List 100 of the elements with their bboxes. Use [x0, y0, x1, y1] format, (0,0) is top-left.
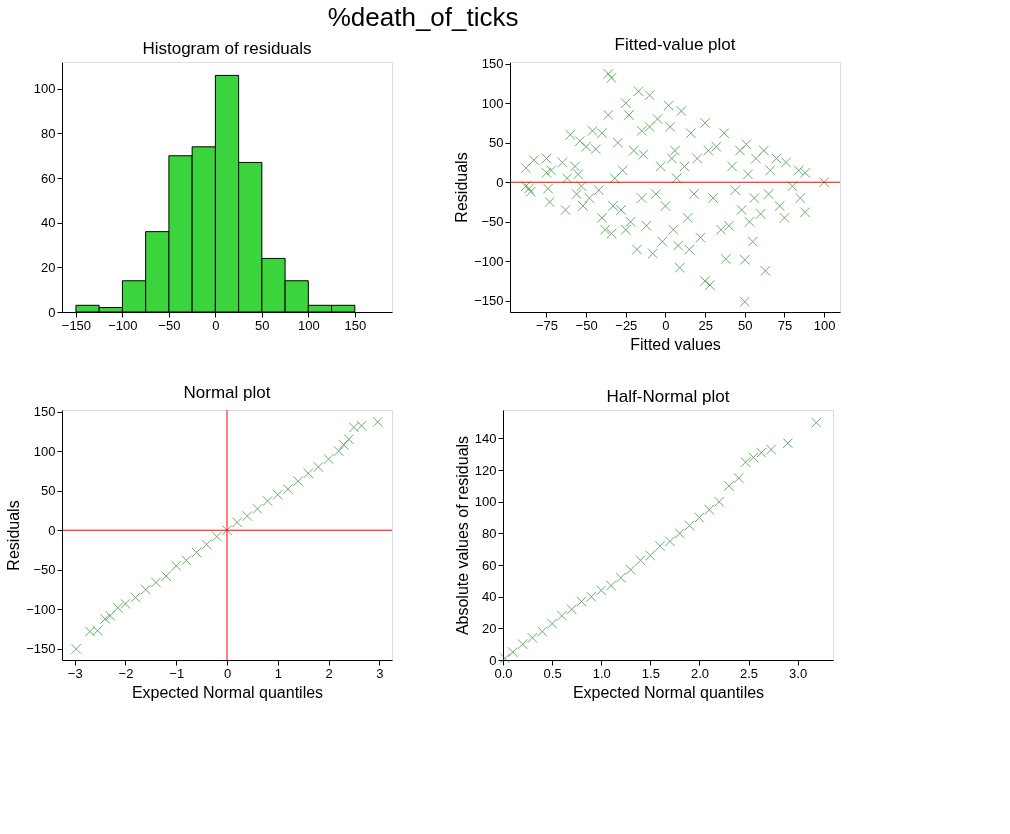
x-tick-label: −50	[158, 317, 181, 333]
y-tick-label: −150	[474, 293, 504, 309]
point	[723, 480, 735, 492]
point	[221, 525, 233, 536]
point	[507, 646, 519, 658]
x-tick-label: 0	[212, 317, 220, 333]
y-tick-label: 100	[481, 95, 504, 111]
point	[323, 453, 334, 465]
point	[664, 536, 676, 547]
point	[282, 483, 294, 495]
point	[645, 550, 656, 561]
y-tick-label: 0	[48, 304, 56, 320]
y-tick-label: 0	[496, 174, 504, 190]
y-tick-label: 100	[474, 494, 497, 510]
point	[674, 528, 686, 539]
x-tick-label: −50	[575, 317, 598, 333]
point	[556, 610, 568, 621]
point	[181, 555, 192, 566]
x-tick-label: −100	[108, 317, 138, 333]
point	[537, 626, 548, 637]
y-tick-label: −50	[33, 562, 56, 578]
point	[112, 602, 124, 614]
point	[262, 495, 273, 507]
y-axis-title: Residuals	[453, 152, 471, 223]
point	[615, 572, 627, 583]
point	[595, 585, 607, 596]
point	[99, 613, 111, 625]
point	[242, 510, 253, 522]
x-tick-label: −3	[67, 665, 83, 681]
x-tick-label: 2.0	[690, 665, 709, 681]
x-tick-label: 1	[274, 665, 282, 681]
x-tick-label: 0	[662, 317, 670, 333]
point	[201, 539, 212, 550]
point	[654, 540, 666, 552]
point	[765, 444, 777, 455]
y-tick-label: 100	[33, 81, 56, 97]
y-axis-title: Absolute values of residuals	[453, 435, 471, 636]
point	[130, 592, 141, 603]
point	[694, 512, 705, 523]
y-tick-label: 60	[482, 557, 497, 573]
x-axis-title: Expected Normal quantiles	[572, 683, 765, 701]
point	[566, 604, 577, 615]
point	[635, 555, 646, 566]
point	[748, 452, 759, 463]
y-tick-label: 80	[41, 125, 56, 141]
point	[252, 503, 263, 515]
y-tick-label: −150	[26, 641, 56, 657]
point	[586, 591, 597, 602]
point	[782, 437, 794, 449]
point	[756, 447, 767, 458]
point	[527, 632, 538, 644]
point	[684, 520, 695, 531]
x-tick-label: 3.0	[789, 665, 808, 681]
point	[704, 504, 715, 515]
chart-title: Fitted-value plot	[614, 34, 736, 54]
y-tick-label: −100	[474, 253, 504, 269]
x-axis-title: Fitted values	[630, 335, 721, 353]
point	[272, 489, 284, 500]
point	[160, 570, 172, 582]
x-tick-label: 50	[255, 317, 270, 333]
x-tick-label: 0	[223, 665, 232, 681]
chart-title: Half-Normal plot	[606, 387, 730, 406]
y-tick-label: 100	[33, 443, 56, 459]
y-tick-label: 20	[41, 259, 56, 275]
point	[292, 475, 304, 487]
point	[313, 461, 324, 473]
point	[733, 472, 744, 484]
point	[625, 564, 636, 576]
y-tick-label: 40	[482, 589, 497, 605]
x-tick-label: 75	[777, 317, 793, 333]
point	[713, 496, 725, 508]
x-tick-label: 25	[698, 317, 713, 333]
point	[104, 610, 116, 621]
point	[191, 547, 202, 558]
point	[372, 416, 384, 428]
text: %death_of_ticks	[327, 2, 519, 33]
point	[338, 439, 350, 451]
y-tick-label: 120	[474, 462, 497, 478]
x-axis-title: Expected Normal quantiles	[131, 683, 324, 701]
y-tick-label: 150	[33, 404, 56, 420]
x-tick-label: 2	[325, 665, 333, 681]
point	[517, 638, 528, 650]
point	[70, 643, 82, 655]
point	[211, 531, 223, 542]
y-tick-label: 0	[48, 522, 56, 538]
x-tick-label: 2.5	[740, 665, 759, 681]
point	[605, 580, 617, 591]
point	[546, 618, 558, 629]
y-tick-label: 80	[482, 525, 497, 541]
point	[499, 653, 511, 664]
x-tick-label: −25	[615, 317, 638, 333]
x-tick-label: 3	[376, 665, 384, 681]
x-tick-label: 1.0	[592, 665, 611, 681]
x-tick-label: −1	[169, 665, 185, 681]
point	[302, 468, 314, 479]
y-axis-title: Residuals	[5, 500, 23, 571]
point	[576, 596, 587, 607]
x-tick-label: 0.0	[494, 665, 513, 681]
y-tick-label: 40	[41, 215, 56, 231]
x-tick-label: −75	[535, 317, 559, 333]
